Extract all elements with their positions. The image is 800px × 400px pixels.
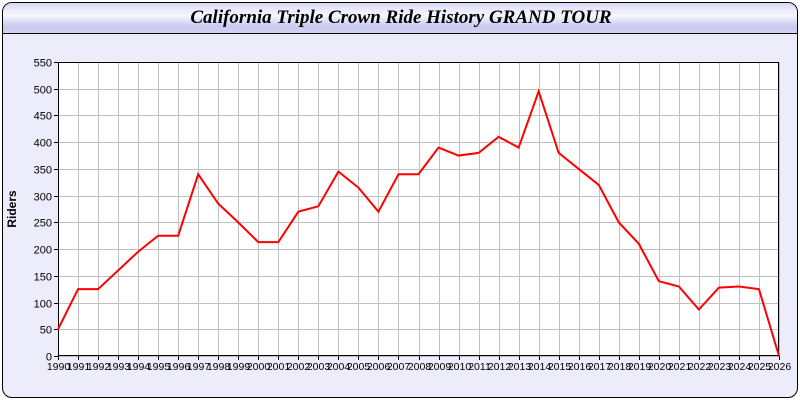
svg-text:300: 300 [34,192,52,204]
svg-text:200: 200 [34,245,52,257]
svg-text:500: 500 [34,85,52,97]
svg-text:400: 400 [34,138,52,150]
svg-text:550: 550 [34,58,52,70]
svg-text:150: 150 [34,272,52,284]
svg-text:50: 50 [40,325,52,337]
svg-text:350: 350 [34,165,52,177]
svg-text:2026: 2026 [768,361,792,373]
svg-text:250: 250 [34,218,52,230]
svg-text:2007: 2007 [387,361,411,373]
svg-text:450: 450 [34,111,52,123]
svg-text:100: 100 [34,299,52,311]
svg-text:Riders: Riders [5,190,19,228]
